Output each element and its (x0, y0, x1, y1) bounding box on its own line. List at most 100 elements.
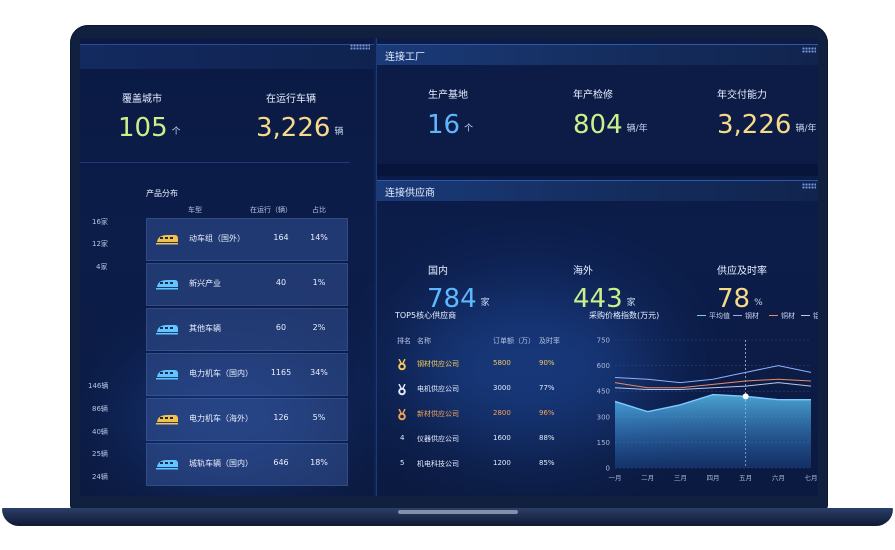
top5-header-orders: 订单额（万） (493, 337, 535, 345)
product-row[interactable]: 新兴产业 40 1% (146, 263, 348, 306)
train-icon (155, 321, 179, 337)
top5-title: TOP5核心供应商 (395, 311, 457, 320)
product-row[interactable]: 其他车辆 60 2% (146, 308, 348, 351)
x-tick-label: 三月 (674, 474, 687, 482)
product-count: 60 (275, 323, 287, 332)
y-tick-label: 300 (597, 413, 610, 421)
side-label: 25辆 (92, 450, 108, 458)
top5-rate: 96% (539, 409, 555, 417)
product-name: 城轨车辆（国内） (189, 459, 253, 468)
top5-orders: 1200 (493, 459, 511, 467)
product-share: 2% (312, 323, 326, 332)
kpi-value: 3,226 辆/年 (717, 110, 817, 140)
top5-orders: 2800 (493, 409, 511, 417)
price-index-chart: 0 150 300 450 600 750 一月 二月 三月 四月 五月 六月 七月 (597, 337, 818, 483)
kpi-label: 生产基地 (428, 90, 468, 101)
silver-medal-icon (397, 381, 407, 396)
kpi-value: 784 家 (427, 284, 490, 314)
product-row[interactable]: 动车组（国外） 164 14% (146, 218, 348, 261)
product-share: 34% (310, 368, 328, 377)
product-share: 18% (310, 458, 328, 467)
x-tick-label: 七月 (805, 473, 818, 482)
series-line (614, 393, 811, 413)
kpi-label: 海外 (573, 266, 593, 277)
side-label: 16家 (92, 218, 108, 226)
bronze-medal-icon (397, 406, 407, 421)
series-line (614, 365, 812, 384)
chart-title: 采购价格指数(万元) (589, 311, 660, 320)
locomotive-icon (155, 366, 179, 382)
x-tick-label: 四月 (707, 474, 720, 482)
kpi-label: 供应及时率 (717, 266, 767, 277)
product-share: 5% (312, 413, 326, 422)
supplier-panel: 连接供应商 国内 784 家海外 443 家供应及时率 78% TOP5核心供应商 排名 … (377, 176, 818, 496)
kpi-value: 804 辆/年 (573, 110, 648, 140)
product-name: 电力机车（国内） (189, 369, 253, 378)
top5-name[interactable]: 电机供应公司 (417, 385, 459, 393)
kpi-label: 国内 (428, 266, 448, 277)
kpi-label: 年产检修 (573, 90, 613, 101)
top5-header-rank: 排名 (397, 337, 411, 345)
y-tick-label: 450 (597, 388, 610, 396)
x-tick-label: 一月 (609, 474, 622, 482)
kpi-value: 16 个 (427, 110, 474, 140)
top5-rate: 88% (539, 434, 555, 442)
top5-name[interactable]: 机电科技公司 (417, 460, 459, 468)
product-share: 14% (310, 233, 328, 242)
top5-rate: 90% (539, 359, 555, 367)
product-name: 新兴产业 (189, 279, 221, 288)
product-distribution-title: 产品分布 (146, 189, 178, 198)
top5-header-rate: 及时率 (539, 337, 560, 345)
highlight-point (742, 393, 749, 400)
y-tick-label: 750 (597, 337, 610, 345)
x-tick-label: 二月 (641, 474, 654, 482)
series-line (614, 382, 812, 390)
legend-item[interactable]: 平均值 (697, 311, 730, 321)
top5-name[interactable]: 新材供应公司 (417, 410, 459, 418)
bullet-train-icon (155, 276, 179, 292)
top5-name[interactable]: 仪器供应公司 (417, 435, 459, 443)
side-label: 24辆 (92, 473, 108, 481)
metro-train-icon (155, 456, 179, 472)
product-row[interactable]: 电力机车（海外） 126 5% (146, 398, 348, 441)
legend-item[interactable]: 钢材 (733, 311, 759, 321)
top5-name[interactable]: 钢材供应公司 (417, 360, 459, 368)
dashboard-screen: 覆盖城市 105 个 在运行车辆 3,226 辆 产品分布 车型 在运行（辆） 占比… (80, 38, 818, 496)
kpi-value-running-vehicles: 3,226 辆 (256, 113, 344, 143)
product-count: 1165 (270, 368, 292, 377)
top5-rate: 77% (539, 384, 555, 392)
legend-item[interactable]: 铝材 (801, 311, 818, 321)
series-line (614, 378, 812, 389)
panel-divider (374, 38, 377, 496)
product-count: 646 (273, 458, 289, 467)
product-header-share: 占比 (312, 206, 326, 214)
product-name: 其他车辆 (189, 324, 221, 333)
legend-item[interactable]: 铜材 (769, 311, 795, 321)
product-count: 126 (273, 413, 289, 422)
high-speed-train-icon (155, 231, 179, 247)
product-row[interactable]: 电力机车（国内） 1165 34% (146, 353, 348, 396)
product-count: 164 (273, 233, 289, 242)
y-tick-label: 600 (597, 362, 610, 370)
x-tick-label: 六月 (772, 473, 785, 482)
kpi-label: 年交付能力 (717, 90, 767, 101)
left-panel: 覆盖城市 105 个 在运行车辆 3,226 辆 产品分布 车型 在运行（辆） 占比… (80, 38, 374, 496)
product-name: 动车组（国外） (189, 234, 245, 243)
product-share: 1% (312, 278, 326, 287)
panel-corner-dots (802, 47, 816, 53)
factory-panel: 连接工厂 生产基地 16 个 年产检修 804 辆/年 年交付能力 3,226 辆/年 (377, 38, 818, 164)
y-tick-label: 0 (606, 465, 610, 473)
product-count: 40 (275, 278, 287, 287)
kpi-value-cities: 105 个 (118, 113, 181, 143)
product-header-running: 在运行（辆） (250, 206, 292, 214)
product-row[interactable]: 城轨车辆（国内） 646 18% (146, 443, 348, 486)
panel-corner-dots (802, 183, 816, 189)
gold-medal-icon (397, 356, 407, 371)
top5-orders: 3000 (493, 384, 511, 392)
x-tick-label: 五月 (739, 474, 752, 482)
side-label: 12家 (92, 240, 108, 248)
top5-rate: 85% (539, 459, 555, 467)
panel-corner-dots (350, 44, 370, 50)
top5-orders: 5800 (493, 359, 511, 367)
top5-orders: 1600 (493, 434, 511, 442)
